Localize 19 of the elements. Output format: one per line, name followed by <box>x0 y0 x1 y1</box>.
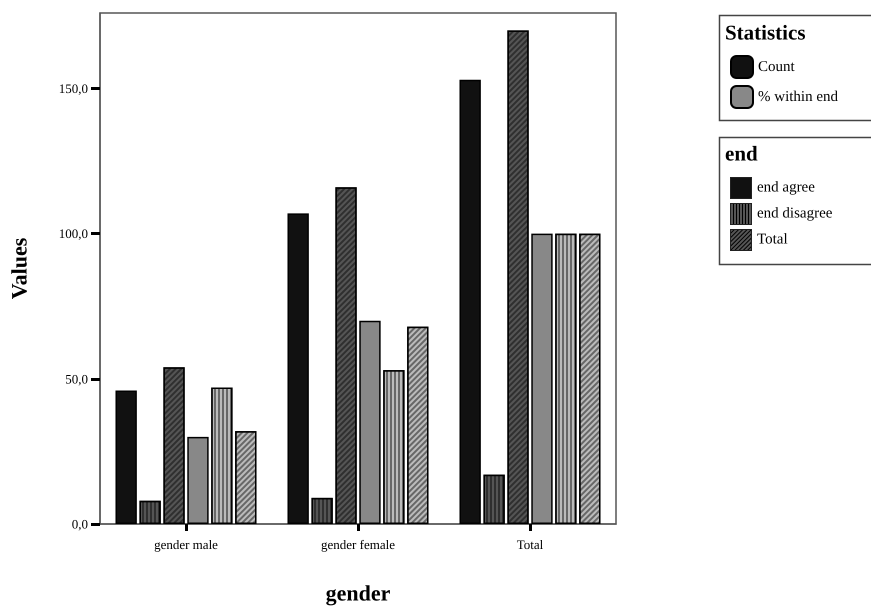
x-tick-label: Total <box>516 537 544 552</box>
y-tick-label: 150,0 <box>58 80 88 96</box>
x-tick-label: gender male <box>154 537 218 552</box>
bar <box>115 390 137 524</box>
legend-label: Count <box>758 59 796 75</box>
text: end <box>725 142 758 166</box>
bar <box>459 80 481 524</box>
x-axis-title: gender <box>326 580 391 606</box>
y-tick-label: 100,0 <box>58 226 88 242</box>
text: Total <box>757 232 788 248</box>
y-tick-label: 50,0 <box>65 371 88 386</box>
text: end agree <box>757 180 816 196</box>
legend-label: % within end <box>758 89 838 105</box>
legend-title: Statistics <box>725 20 806 44</box>
y-tick-label: 0,0 <box>72 516 88 532</box>
x-tick-label: gender female <box>321 537 396 552</box>
bar <box>287 213 309 524</box>
text: end disagree <box>757 206 833 222</box>
y-axis-title: Values <box>6 237 32 300</box>
